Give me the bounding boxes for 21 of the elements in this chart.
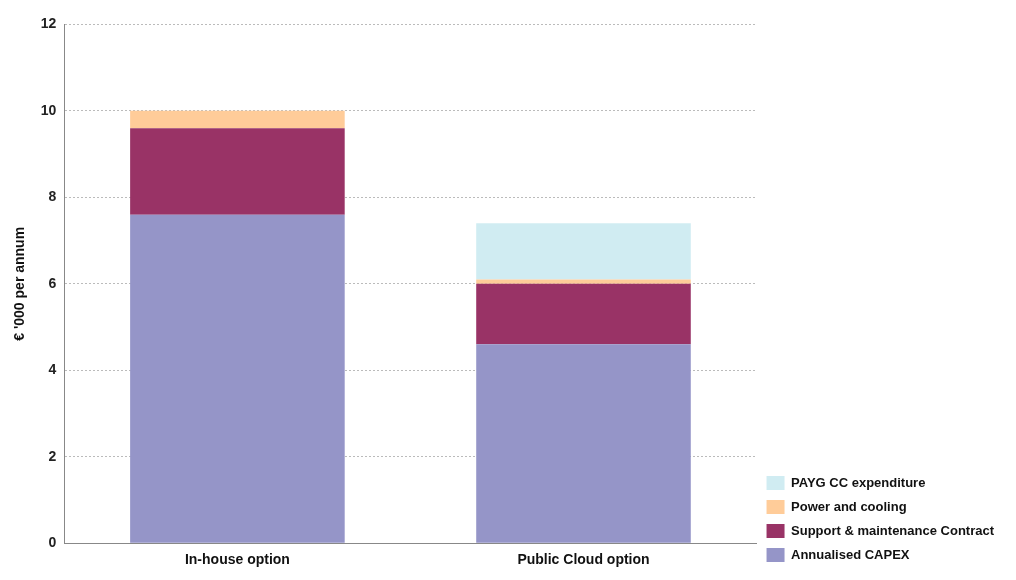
bar (130, 128, 345, 215)
y-tick-label: 4 (48, 361, 57, 378)
y-axis-title: € '000 per annum (11, 226, 28, 341)
bar (130, 214, 345, 543)
bar (476, 283, 691, 345)
x-tick-label: Public Cloud option (517, 551, 650, 568)
y-tick-label: 8 (48, 188, 57, 205)
y-tick-label: 0 (48, 534, 57, 551)
legend-label: Annualised CAPEX (791, 546, 910, 562)
bar (476, 344, 691, 543)
legend-label: Power and cooling (791, 498, 907, 514)
y-tick-label: 12 (40, 15, 57, 32)
bar (476, 223, 691, 280)
x-tick-label: In-house option (184, 551, 290, 568)
y-tick-label: 2 (48, 447, 57, 464)
bar (476, 279, 691, 284)
y-tick-label: 10 (40, 101, 57, 118)
bar (130, 110, 345, 129)
y-tick-label: 6 (48, 274, 57, 291)
legend-label: Support & maintenance Contract (791, 522, 995, 538)
legend-label: PAYG CC expenditure (791, 474, 926, 490)
